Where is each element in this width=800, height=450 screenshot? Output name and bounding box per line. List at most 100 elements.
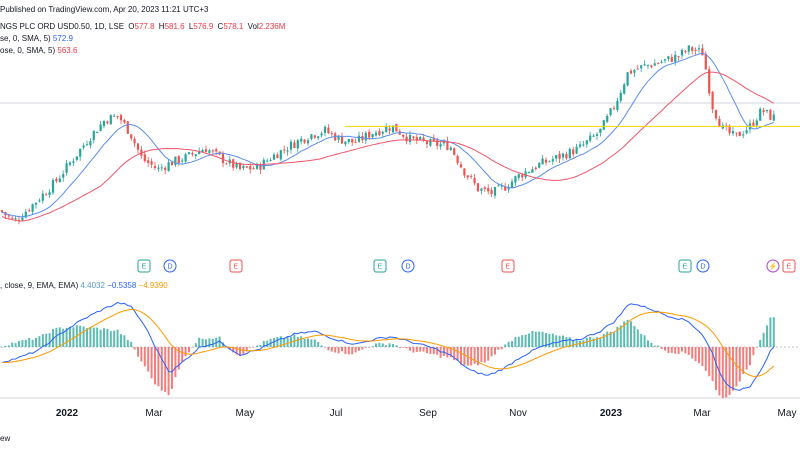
macd-histogram-bar [48, 333, 51, 347]
macd-histogram-bar [79, 325, 82, 347]
macd-histogram-bar [137, 347, 139, 357]
macd-histogram-bar [534, 331, 537, 347]
sma-fast-legend: se, 0, SMA, 5) 572.9 [0, 34, 73, 43]
candle-body [514, 176, 517, 183]
sma-slow-label: ose, 0, SMA, 5) [0, 46, 56, 55]
candle-body [568, 148, 571, 159]
candle-body [456, 155, 459, 164]
macd-histogram-bar [721, 347, 724, 399]
macd-histogram-bar [562, 335, 564, 347]
candle-body [592, 135, 595, 137]
macd-histogram-bar [436, 347, 439, 355]
macd-histogram-bar [92, 327, 95, 347]
macd-histogram-bar [201, 338, 204, 347]
candle-body [412, 136, 415, 139]
candle-body [459, 164, 463, 168]
macd-histogram-bar [504, 344, 507, 347]
candle-body [606, 115, 609, 122]
candle-body [323, 126, 327, 133]
macd-histogram-bar [388, 343, 391, 347]
macd-histogram-bar [738, 347, 741, 382]
candle-body [453, 148, 456, 155]
macd-histogram-bar [555, 335, 558, 347]
macd-histogram-bar [211, 338, 214, 347]
macd-histogram-bar [188, 347, 190, 353]
macd-histogram-bar [378, 342, 381, 347]
candle-body [691, 47, 694, 51]
macd-histogram-bar [766, 325, 768, 347]
candle-body [517, 174, 520, 178]
candle-body [551, 159, 554, 162]
macd-histogram-bar [324, 347, 326, 348]
c-label: C [217, 22, 224, 31]
macd-histogram-bar [524, 334, 527, 347]
macd-line [1, 301, 775, 391]
sma-fast-label: se, 0, SMA, 5) [0, 34, 51, 43]
candle-body [82, 145, 85, 148]
candle-body [259, 164, 262, 170]
candle-body [327, 127, 330, 133]
macd-histogram-bar [606, 331, 609, 347]
candle-body [555, 155, 558, 159]
candle-body [524, 171, 527, 178]
macd-histogram-bar [772, 317, 775, 347]
macd-histogram-bar [198, 337, 201, 347]
candle-body [432, 137, 435, 141]
candle-body [194, 154, 197, 156]
candle-body [572, 149, 575, 155]
macd-histogram-bar [742, 347, 745, 374]
macd-histogram-bar [483, 347, 486, 363]
x-axis-labels: 2022 Mar May Jul Sep Nov 2023 Mar May [56, 408, 797, 419]
macd-histogram-bar [41, 334, 44, 347]
macd-histogram-bar [177, 347, 180, 370]
candle-body [636, 68, 639, 70]
macd-histogram-bar [449, 347, 452, 358]
candle-body [303, 139, 306, 143]
candle-body [126, 121, 129, 134]
candle-body [497, 185, 500, 187]
candle-body [755, 120, 758, 126]
macd-histogram-bar [429, 347, 432, 354]
event-label: E [787, 264, 792, 271]
macd-histogram-bar [426, 347, 428, 354]
macd-histogram-bar [24, 339, 27, 347]
macd-histogram-bar [256, 345, 258, 347]
candle-body [385, 126, 388, 133]
event-label: ⚡ [769, 262, 778, 271]
o-label: O [128, 22, 135, 31]
candle-body [565, 154, 568, 159]
macd-histogram-bar [381, 343, 384, 347]
macd-histogram-bar [65, 327, 68, 347]
candle-body [62, 174, 65, 178]
candle-body [102, 121, 106, 126]
candle-body [640, 65, 643, 69]
candle-body [493, 187, 497, 196]
candle-body [653, 63, 656, 66]
macd-histogram-bar [368, 347, 371, 348]
macd-histogram-bar [123, 335, 126, 347]
candle-body [221, 153, 225, 164]
candle-body [249, 166, 252, 170]
macd-histogram-bar [86, 328, 88, 347]
macd-histogram-bar [759, 339, 762, 347]
macd-histogram-bar [259, 344, 262, 347]
o-value: 577.8 [134, 22, 155, 31]
candle-body [765, 109, 769, 112]
candle-body [119, 115, 123, 121]
event-label: E [142, 264, 147, 271]
candle-body [643, 64, 646, 66]
candle-body [466, 175, 469, 178]
candle-body [470, 175, 473, 177]
macd-histogram-bar [395, 345, 398, 347]
candle-body [616, 100, 619, 111]
macd-histogram-bar [715, 347, 717, 391]
candle-body [330, 133, 333, 135]
macd-histogram-bar [174, 347, 177, 378]
candle-body [402, 134, 405, 137]
macd-histogram-bar [664, 347, 666, 351]
macd-histogram-bar [551, 333, 554, 347]
candle-body [51, 179, 55, 193]
x-tick-label: May [778, 408, 797, 419]
candle-body [704, 53, 707, 70]
